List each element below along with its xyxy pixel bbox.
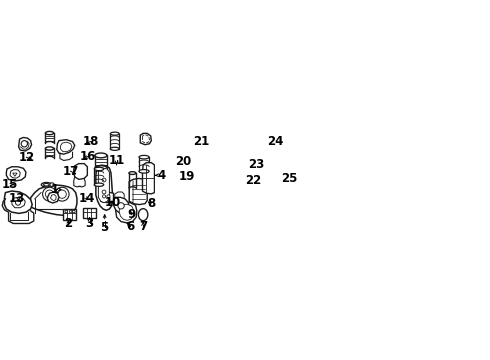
Polygon shape [98, 168, 109, 203]
Text: 18: 18 [82, 135, 98, 148]
Polygon shape [61, 142, 72, 152]
Ellipse shape [94, 167, 104, 171]
Circle shape [102, 178, 106, 182]
Polygon shape [57, 140, 75, 154]
Polygon shape [63, 209, 76, 220]
Ellipse shape [46, 147, 53, 150]
Circle shape [118, 203, 124, 209]
Polygon shape [74, 163, 87, 179]
Text: 24: 24 [267, 135, 283, 148]
Text: 22: 22 [245, 174, 261, 187]
Ellipse shape [50, 183, 54, 186]
Text: 6: 6 [126, 220, 135, 233]
Text: 9: 9 [127, 208, 136, 221]
Text: 20: 20 [175, 154, 191, 168]
Text: 14: 14 [78, 192, 95, 205]
Circle shape [43, 187, 56, 201]
Ellipse shape [95, 153, 107, 158]
Polygon shape [119, 204, 134, 220]
Ellipse shape [138, 209, 148, 221]
Text: 2: 2 [64, 217, 73, 230]
Ellipse shape [44, 184, 49, 186]
Polygon shape [4, 191, 32, 213]
Text: 12: 12 [19, 151, 35, 164]
Polygon shape [143, 135, 149, 143]
Polygon shape [6, 167, 26, 181]
Polygon shape [10, 170, 20, 178]
Polygon shape [101, 192, 114, 203]
Circle shape [102, 190, 106, 194]
Text: 21: 21 [193, 135, 209, 148]
Circle shape [65, 210, 68, 213]
Text: 16: 16 [80, 150, 97, 163]
Polygon shape [114, 197, 129, 214]
Circle shape [70, 210, 72, 213]
Polygon shape [116, 202, 137, 223]
Polygon shape [30, 185, 77, 215]
Text: 11: 11 [108, 154, 125, 167]
Text: 19: 19 [178, 170, 195, 183]
Circle shape [21, 141, 27, 147]
Ellipse shape [94, 183, 104, 186]
Ellipse shape [139, 156, 149, 159]
Polygon shape [48, 192, 59, 203]
Ellipse shape [129, 172, 136, 175]
Polygon shape [129, 179, 147, 204]
Text: 7: 7 [139, 220, 147, 233]
Polygon shape [13, 173, 17, 176]
Polygon shape [143, 163, 154, 194]
Text: 3: 3 [85, 217, 94, 230]
Text: 10: 10 [104, 196, 121, 209]
Circle shape [102, 195, 106, 198]
Text: 5: 5 [100, 221, 109, 234]
Circle shape [55, 187, 69, 201]
Polygon shape [50, 194, 56, 201]
Circle shape [16, 200, 21, 205]
Text: 25: 25 [281, 172, 297, 185]
Ellipse shape [41, 183, 51, 187]
Ellipse shape [110, 132, 119, 135]
Ellipse shape [139, 170, 149, 173]
Polygon shape [96, 165, 113, 210]
Text: 17: 17 [63, 165, 79, 178]
Circle shape [73, 210, 75, 213]
Text: 23: 23 [248, 158, 264, 171]
Circle shape [46, 190, 54, 198]
Text: 13: 13 [9, 192, 25, 205]
Text: 4: 4 [157, 169, 166, 182]
Polygon shape [19, 138, 31, 151]
Circle shape [58, 190, 66, 198]
Polygon shape [83, 208, 96, 218]
Circle shape [107, 195, 110, 198]
Polygon shape [140, 133, 151, 145]
Text: 8: 8 [147, 197, 155, 210]
Text: 15: 15 [1, 178, 18, 191]
Polygon shape [12, 197, 25, 208]
Ellipse shape [46, 131, 53, 135]
Text: 1: 1 [50, 183, 58, 196]
Ellipse shape [110, 147, 119, 150]
